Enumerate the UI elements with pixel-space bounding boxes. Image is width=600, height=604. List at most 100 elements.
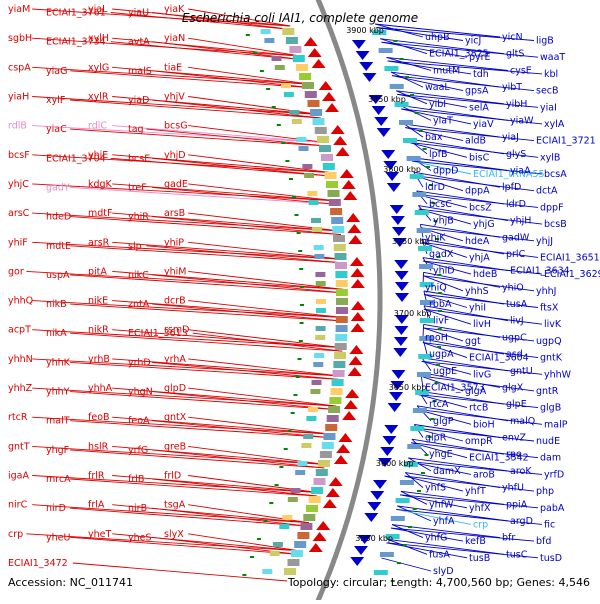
tick-mark: [298, 340, 303, 342]
reverse-gene-arrow: [393, 348, 408, 357]
feature-block: [300, 523, 313, 530]
gene-label: yhfU: [502, 483, 524, 494]
gene-label: yiaK: [164, 4, 185, 15]
feature-block: [334, 352, 347, 359]
feature-block: [262, 569, 273, 574]
feature-block: [290, 488, 301, 493]
leader-line: [70, 449, 325, 469]
reverse-gene-arrow: [362, 73, 377, 82]
gene-label: xylF: [46, 95, 65, 106]
tick-mark: [425, 166, 430, 168]
gene-label: tag: [128, 124, 144, 135]
leader-line: [152, 216, 342, 236]
feature-block: [322, 163, 335, 170]
gene-label: nikB: [46, 299, 67, 310]
gene-label: yhjK: [425, 232, 446, 243]
leader-line: [110, 12, 292, 30]
tick-mark: [407, 526, 412, 528]
leader-line: [421, 360, 543, 375]
feature-block: [335, 334, 348, 341]
gene-label: greB: [164, 441, 186, 452]
feature-block: [313, 362, 324, 367]
gene-label: rpe: [506, 449, 522, 460]
feature-block: [307, 191, 318, 196]
leader-line: [70, 478, 318, 497]
forward-gene-arrow: [341, 180, 356, 189]
gene-label: aroK: [510, 466, 532, 477]
forward-gene-arrow: [349, 257, 364, 266]
gene-label: glpR: [425, 433, 447, 444]
gene-label: ECIAI1_tRNA55: [473, 169, 545, 180]
gene-label: bcsF: [8, 150, 30, 161]
gene-label: ECIAI1_3472: [8, 558, 68, 569]
feature-block: [282, 28, 295, 35]
leader-line: [188, 66, 312, 85]
feature-block: [303, 514, 316, 521]
leader-line: [390, 527, 464, 542]
gene-label: nirD: [46, 503, 66, 514]
forward-gene-arrow: [318, 81, 333, 90]
gene-label: rtcR: [8, 412, 28, 423]
leader-line: [390, 71, 501, 88]
tick-mark: [295, 376, 300, 378]
leader-line: [152, 303, 344, 322]
feature-block: [311, 487, 324, 494]
gene-label: malS: [128, 66, 152, 77]
feature-block: [281, 83, 291, 88]
feature-block: [282, 515, 293, 520]
kbp-labels: 3900 kbp 3850 kbp 3800 kbp 3750 kbp 3700 kbp…: [346, 26, 431, 543]
leader-line: [188, 8, 291, 27]
leader-line: [112, 475, 318, 493]
gene-label: rdlB: [8, 121, 27, 132]
gene-label: mdtF: [88, 208, 112, 219]
gene-label: zntA: [128, 299, 150, 310]
feature-block: [419, 318, 434, 323]
reverse-gene-arrow: [355, 51, 370, 60]
leader-line: [423, 308, 472, 325]
gene-label: bioH: [473, 419, 495, 430]
forward-gene-arrow: [303, 37, 318, 46]
leader-line: [414, 175, 535, 192]
forward-gene-arrow: [325, 103, 339, 112]
tick-mark: [269, 502, 274, 504]
leader-line: [112, 329, 343, 349]
gene-label: glyS: [506, 149, 526, 160]
forward-gene-arrow: [325, 488, 340, 497]
gene-label: ugpQ: [536, 336, 562, 347]
feature-block: [319, 451, 332, 458]
feature-block: [384, 66, 399, 71]
feature-block: [314, 127, 327, 134]
gene-label: rpoH: [425, 332, 448, 343]
tick-mark: [259, 70, 264, 72]
reverse-gene-arrow: [351, 40, 366, 49]
leader-line: [152, 361, 340, 380]
feature-block: [312, 227, 323, 232]
feature-block: [302, 164, 313, 169]
gene-label: nikR: [88, 325, 109, 336]
gene-label: uspA: [46, 270, 70, 281]
gene-label: yhhZ: [8, 383, 33, 394]
reverse-gene-arrow: [368, 95, 383, 104]
gene-label: ECIAI1_3734: [46, 37, 106, 48]
feature-block: [271, 56, 282, 61]
tick-mark: [393, 40, 398, 42]
tick-mark: [438, 310, 442, 312]
gene-label: yrfG: [128, 445, 148, 456]
feature-block: [260, 29, 271, 34]
leader-line: [400, 494, 468, 509]
tick-mark: [289, 178, 293, 180]
gene-label: glpD: [164, 383, 186, 394]
gene-label: xylR: [88, 92, 109, 103]
tick-mark: [432, 400, 437, 402]
tick-mark: [435, 364, 440, 366]
gene-label: yhhY: [46, 387, 70, 398]
leader-line: [152, 478, 318, 497]
gene-label: frlB: [128, 474, 144, 485]
leader-line: [72, 562, 288, 582]
leader-line: [112, 533, 300, 552]
feature-block: [332, 226, 345, 233]
feature-block: [419, 336, 434, 341]
gene-label: pyrE: [469, 52, 491, 63]
gene-label: yicJ: [465, 36, 481, 47]
feature-block: [272, 542, 283, 547]
